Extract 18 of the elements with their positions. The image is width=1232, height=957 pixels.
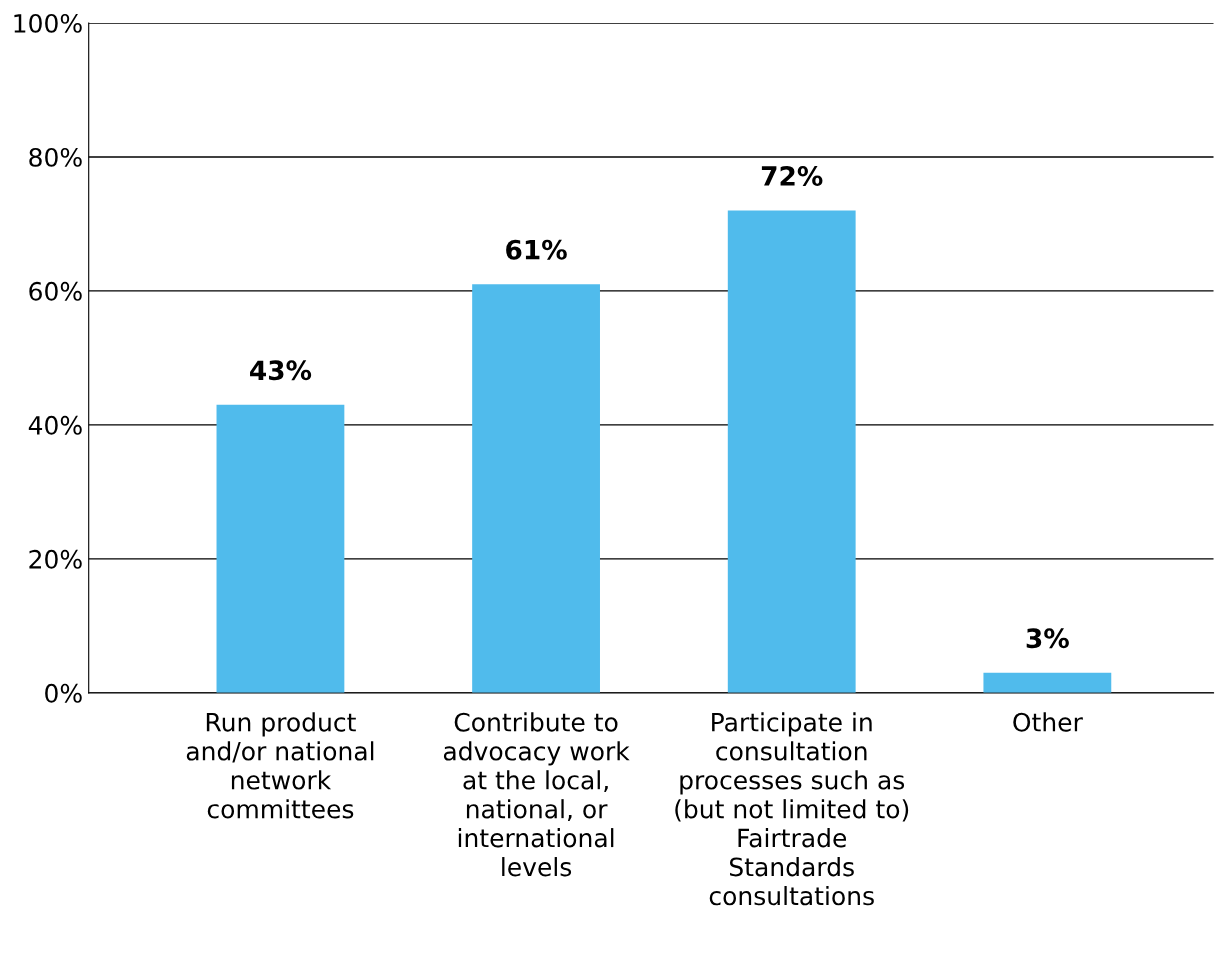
x-tick-label: Participate in consultation processes such as (but not limited to) Fairtrade Standards consultations bbox=[675, 712, 909, 906]
bar bbox=[727, 210, 856, 693]
bar bbox=[216, 404, 345, 693]
data-label: 3% bbox=[1026, 628, 1069, 649]
data-label: 61% bbox=[506, 239, 567, 260]
y-tick-label: 20% bbox=[29, 549, 82, 569]
y-tick-label: 40% bbox=[28, 415, 82, 435]
x-tick-label: Run product and/or national network committees bbox=[186, 712, 374, 819]
data-label: 72% bbox=[761, 166, 823, 186]
y-tick-label: 60% bbox=[29, 281, 82, 301]
y-tick-label: 80% bbox=[29, 147, 82, 167]
y-tick-label: 100% bbox=[14, 13, 82, 33]
bar bbox=[983, 672, 1112, 693]
y-tick-label: 0% bbox=[45, 683, 82, 703]
x-tick-label: Other bbox=[1013, 712, 1083, 732]
x-tick-label: Contribute to advocacy work at the local, national, or international levels bbox=[443, 712, 630, 877]
data-label: 43% bbox=[250, 360, 312, 381]
bar bbox=[472, 284, 600, 693]
